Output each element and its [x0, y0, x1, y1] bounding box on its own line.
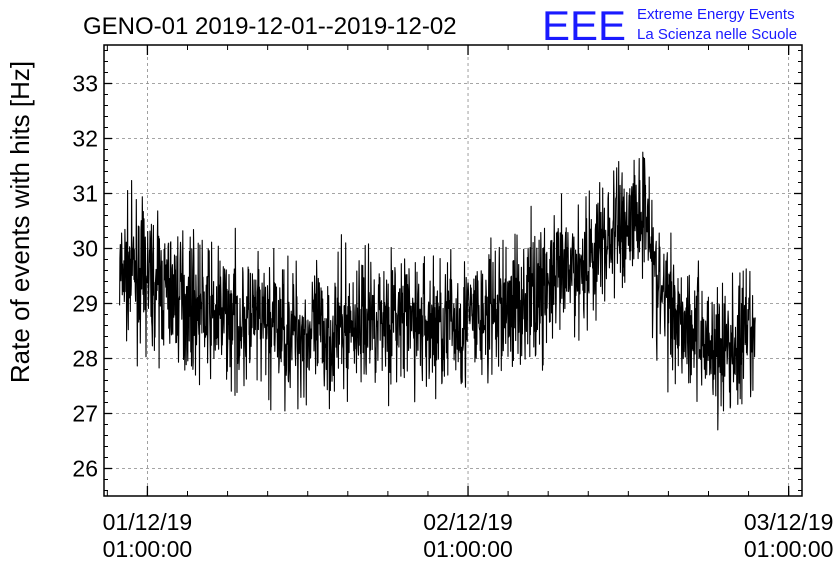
eee-logo-line2: La Scienza nelle Scuole	[637, 26, 797, 43]
y-tick-label: 31	[72, 181, 98, 207]
y-tick-label: 33	[72, 71, 98, 97]
y-tick-label: 30	[72, 236, 98, 262]
x-tick-label-date: 03/12/19	[744, 509, 834, 535]
y-axis-label: Rate of events with hits [Hz]	[5, 61, 35, 383]
chart-title: GENO-01 2019-12-01--2019-12-02	[83, 13, 457, 40]
eee-logo-line1: Extreme Energy Events	[637, 6, 795, 23]
y-tick-label: 26	[72, 456, 98, 482]
x-tick-label-time: 01:00:00	[744, 536, 834, 562]
x-tick-label-date: 01/12/19	[103, 509, 193, 535]
axes: 262728293031323301/12/1901:00:0002/12/19…	[72, 44, 834, 562]
x-tick-label-date: 02/12/19	[423, 509, 513, 535]
eee-logo: EEE Extreme Energy Events La Scienza nel…	[542, 2, 797, 49]
eee-logo-mark: EEE	[542, 2, 626, 49]
x-tick-label-time: 01:00:00	[423, 536, 513, 562]
y-tick-label: 29	[72, 291, 98, 317]
x-tick-label-time: 01:00:00	[103, 536, 193, 562]
data-series-line	[119, 151, 756, 431]
rate-series-line	[119, 151, 756, 431]
y-tick-label: 32	[72, 126, 98, 152]
plot-frame	[103, 44, 803, 497]
y-tick-label: 28	[72, 346, 98, 372]
y-tick-label: 27	[72, 401, 98, 427]
